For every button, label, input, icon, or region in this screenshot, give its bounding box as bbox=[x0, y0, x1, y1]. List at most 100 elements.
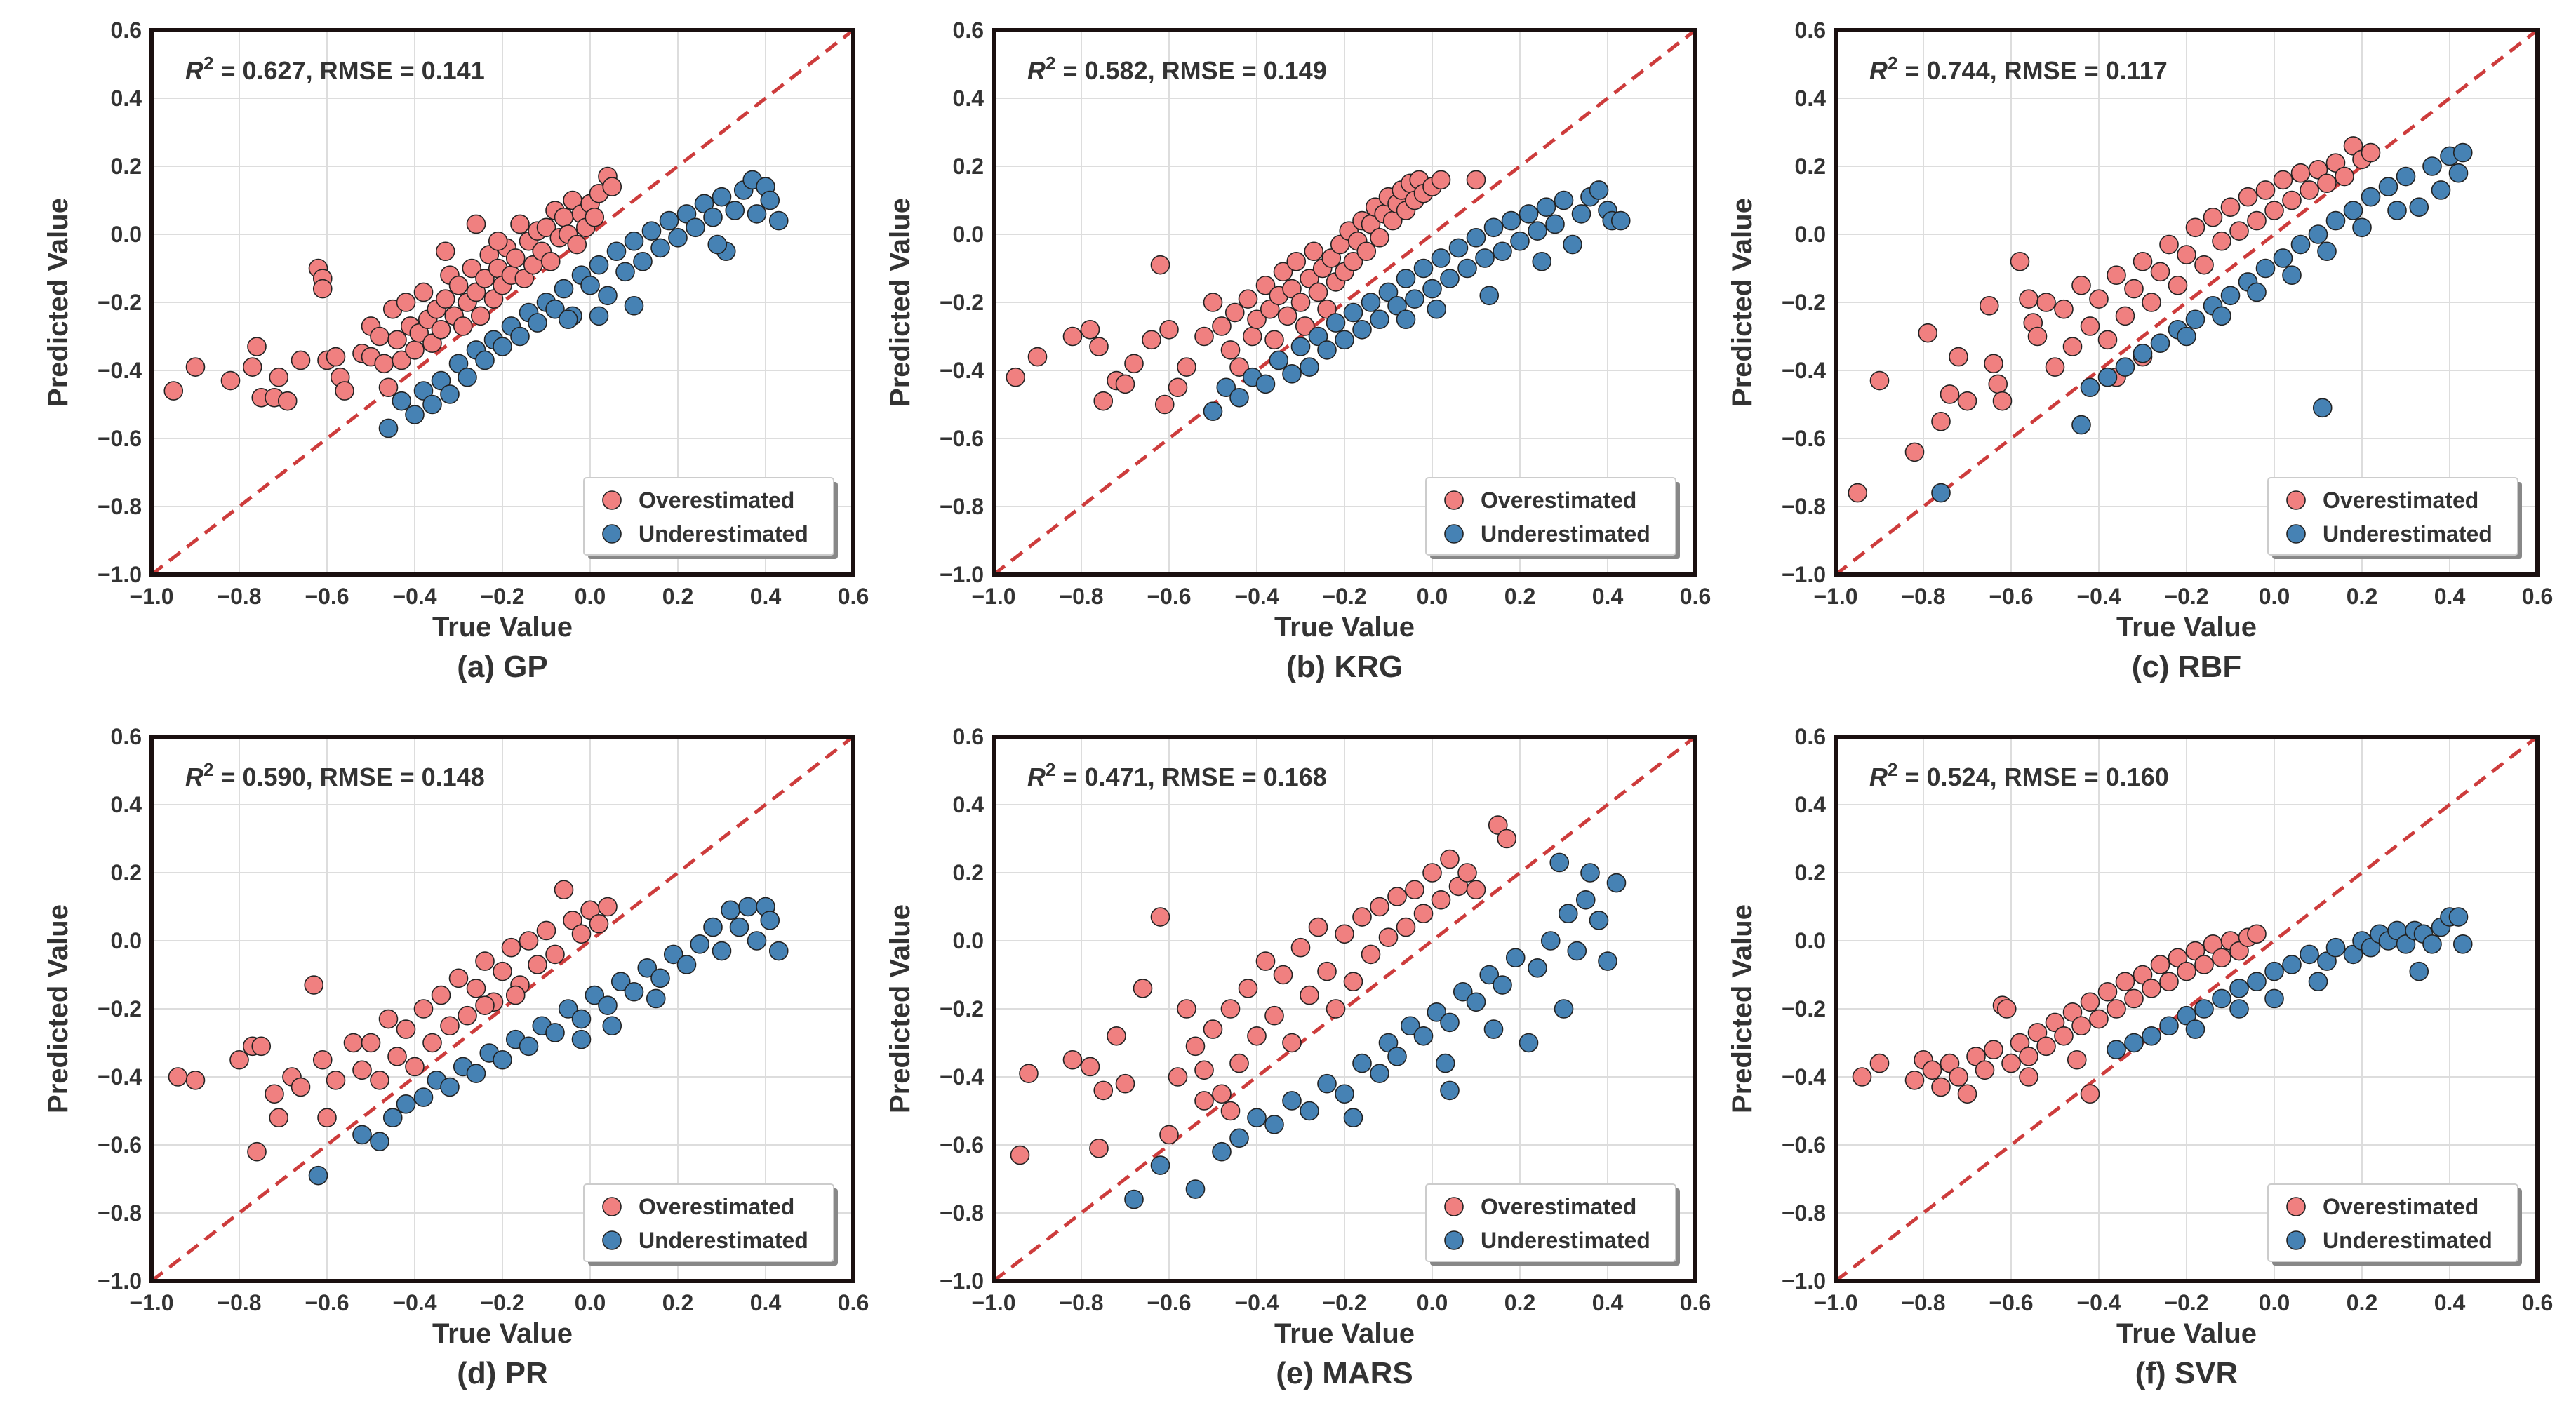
metrics-annotation: R2 = 0.744, RMSE = 0.117 bbox=[1869, 53, 2168, 85]
point-overestimated bbox=[1010, 1145, 1030, 1165]
r-symbol: R bbox=[1869, 56, 1888, 85]
x-tick-label: 0.4 bbox=[750, 584, 782, 609]
point-overestimated bbox=[1992, 391, 2013, 411]
legend-label-overestimated: Overestimated bbox=[1481, 488, 1636, 513]
point-underestimated bbox=[545, 299, 565, 319]
point-overestimated bbox=[466, 282, 486, 302]
legend-marker-underestimated bbox=[2286, 524, 2306, 544]
x-tick-label: 0.0 bbox=[2259, 1290, 2290, 1315]
point-overestimated bbox=[1247, 309, 1267, 330]
point-overestimated bbox=[2054, 299, 2074, 319]
point-overestimated bbox=[1466, 170, 1486, 190]
x-axis-label: True Value bbox=[2116, 1318, 2257, 1349]
point-overestimated bbox=[1848, 483, 1868, 503]
point-overestimated bbox=[2317, 173, 2337, 194]
y-tick-label: −0.4 bbox=[1782, 1064, 1826, 1089]
point-overestimated bbox=[2185, 941, 2205, 961]
point-overestimated bbox=[1975, 1060, 1995, 1080]
point-overestimated bbox=[1984, 354, 2003, 374]
point-underestimated bbox=[2159, 1016, 2179, 1036]
point-overestimated bbox=[589, 913, 609, 934]
point-underestimated bbox=[721, 900, 740, 920]
point-underestimated bbox=[1501, 210, 1521, 231]
point-underestimated bbox=[2282, 955, 2302, 974]
r-symbol: R bbox=[185, 56, 203, 85]
point-overestimated bbox=[2300, 180, 2319, 200]
r-symbol: R bbox=[185, 763, 203, 791]
point-overestimated bbox=[1466, 880, 1486, 900]
legend-label-overestimated: Overestimated bbox=[639, 488, 794, 513]
superscript-2: 2 bbox=[1046, 53, 1055, 74]
point-underestimated bbox=[1457, 258, 1477, 279]
point-underestimated bbox=[598, 995, 618, 1015]
x-tick-label: −0.2 bbox=[480, 584, 524, 609]
point-overestimated bbox=[247, 337, 267, 356]
point-underestimated bbox=[768, 941, 789, 961]
point-underestimated bbox=[650, 968, 670, 988]
rmse-label: , RMSE = bbox=[1148, 56, 1264, 85]
point-overestimated bbox=[1220, 340, 1241, 360]
point-underestimated bbox=[2317, 951, 2337, 971]
point-overestimated bbox=[1413, 904, 1434, 923]
point-overestimated bbox=[458, 1005, 477, 1026]
point-overestimated bbox=[1940, 1053, 1960, 1073]
point-underestimated bbox=[1308, 326, 1328, 347]
point-underestimated bbox=[2264, 961, 2284, 981]
legend: Overestimated Underestimated bbox=[2267, 477, 2522, 559]
point-overestimated bbox=[2071, 1016, 2091, 1036]
y-tick-label: 0.2 bbox=[953, 860, 984, 885]
point-overestimated bbox=[598, 897, 618, 917]
identity-line bbox=[152, 737, 853, 1281]
x-axis-label: True Value bbox=[432, 612, 573, 643]
point-overestimated bbox=[440, 1016, 460, 1036]
panel-caption: (e) MARS bbox=[1276, 1356, 1413, 1390]
point-overestimated bbox=[242, 357, 262, 377]
panel-caption: (d) PR bbox=[457, 1356, 548, 1390]
point-underestimated bbox=[2325, 937, 2346, 958]
point-overestimated bbox=[2027, 326, 2048, 347]
point-underestimated bbox=[510, 326, 530, 347]
point-overestimated bbox=[1290, 937, 1311, 958]
point-overestimated bbox=[475, 995, 495, 1015]
point-overestimated bbox=[1006, 367, 1026, 387]
point-overestimated bbox=[2067, 1049, 2087, 1070]
point-underestimated bbox=[2396, 166, 2416, 187]
point-underestimated bbox=[712, 941, 732, 961]
y-tick-label: 0.2 bbox=[953, 154, 984, 179]
point-underestimated bbox=[2107, 1040, 2126, 1059]
point-overestimated bbox=[2142, 979, 2161, 998]
point-overestimated bbox=[1988, 374, 2008, 394]
x-tick-label: 0.4 bbox=[2434, 1290, 2466, 1315]
point-overestimated bbox=[431, 985, 451, 1005]
point-underestimated bbox=[725, 201, 745, 220]
point-underestimated bbox=[1370, 1064, 1389, 1083]
point-overestimated bbox=[505, 248, 526, 268]
point-overestimated bbox=[1247, 1026, 1267, 1046]
plot-frame bbox=[992, 735, 1697, 1283]
point-underestimated bbox=[1405, 289, 1424, 309]
x-tick-label: −1.0 bbox=[1813, 1290, 1857, 1315]
point-overestimated bbox=[2027, 1023, 2048, 1042]
point-underestimated bbox=[352, 1125, 372, 1145]
superscript-2: 2 bbox=[1888, 53, 1897, 74]
point-underestimated bbox=[1558, 904, 1578, 923]
equals-sign: = bbox=[1055, 763, 1084, 791]
legend-label-overestimated: Overestimated bbox=[2323, 1194, 2478, 1219]
x-tick-label: 0.2 bbox=[662, 1290, 693, 1315]
point-underestimated bbox=[1479, 965, 1500, 985]
point-overestimated bbox=[431, 319, 451, 340]
point-underestimated bbox=[571, 1009, 592, 1029]
point-underestimated bbox=[308, 1165, 328, 1186]
y-tick-label: 0.2 bbox=[1795, 154, 1826, 179]
point-overestimated bbox=[1335, 924, 1354, 944]
point-overestimated bbox=[2194, 255, 2214, 275]
point-underestimated bbox=[558, 309, 578, 330]
point-overestimated bbox=[247, 1141, 267, 1162]
x-tick-label: −0.2 bbox=[2164, 584, 2208, 609]
point-overestimated bbox=[2019, 1067, 2038, 1087]
point-underestimated bbox=[422, 394, 442, 415]
point-underestimated bbox=[2097, 367, 2118, 387]
point-overestimated bbox=[413, 999, 434, 1019]
point-overestimated bbox=[1308, 917, 1328, 937]
